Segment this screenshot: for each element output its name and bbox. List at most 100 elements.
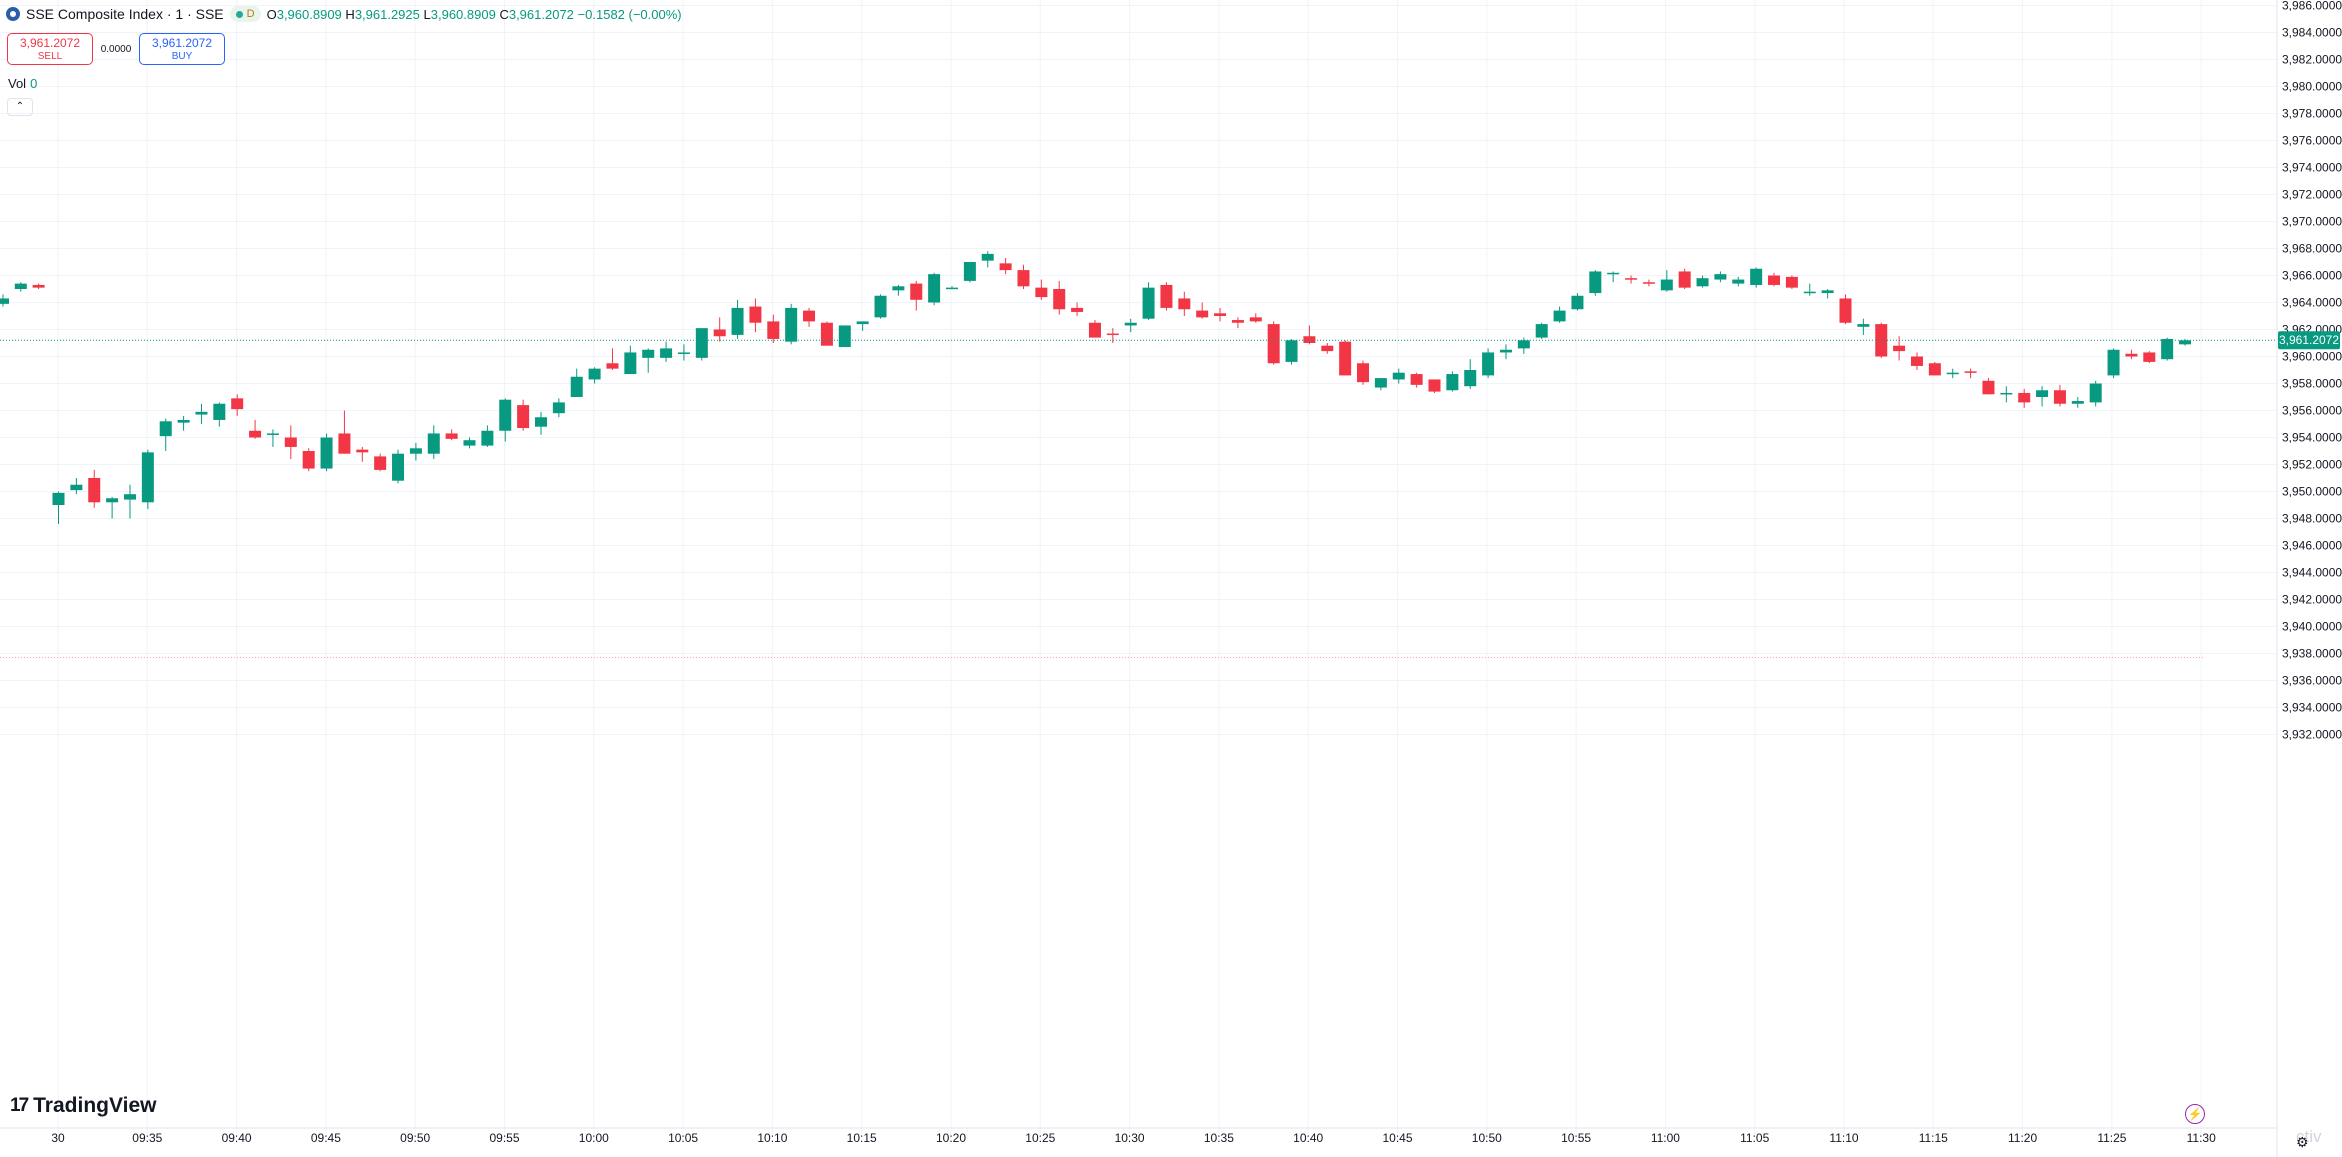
y-tick-label: 3,950.0000 <box>2282 485 2342 499</box>
open-label: O <box>266 6 277 22</box>
tradingview-mark-icon: 17 <box>10 1095 29 1116</box>
candle-body <box>249 430 262 438</box>
candle-body <box>52 492 65 505</box>
candle-body <box>2179 340 2192 345</box>
buy-button[interactable]: 3,961.2072 BUY <box>139 33 225 65</box>
candle-body <box>481 430 494 446</box>
x-tick-label: 11:00 <box>1651 1131 1680 1145</box>
candle-body <box>820 322 833 346</box>
candle-body <box>70 484 83 491</box>
sell-button[interactable]: 3,961.2072 SELL <box>7 33 93 65</box>
candle-body <box>445 433 458 439</box>
y-tick-label: 3,946.0000 <box>2282 539 2342 553</box>
candle-body <box>177 419 190 423</box>
x-tick-label: 10:20 <box>936 1131 966 1145</box>
candle-body <box>1517 340 1530 349</box>
y-tick-label: 3,942.0000 <box>2282 593 2342 607</box>
candle-body <box>910 283 923 300</box>
candle-body <box>677 352 690 354</box>
candle-body <box>856 321 869 325</box>
high-label: H <box>345 6 355 22</box>
candle-body <box>374 456 387 470</box>
settings-gear-icon[interactable]: ⚙ <box>2296 1134 2309 1150</box>
candle-body <box>2000 392 2013 395</box>
y-tick-label: 3,974.0000 <box>2282 161 2342 175</box>
candle-body <box>695 328 708 358</box>
candle-body <box>1857 324 1870 327</box>
candle-body <box>624 352 637 375</box>
candle-body <box>356 449 369 453</box>
candle-body <box>2053 390 2066 404</box>
candle-body <box>1821 290 1834 294</box>
candle-body <box>606 363 619 369</box>
y-tick-label: 3,972.0000 <box>2282 188 2342 202</box>
last-price-tag <box>2278 331 2340 350</box>
candle-body <box>1124 322 1137 326</box>
candle-body <box>2143 352 2156 362</box>
candle-body <box>1106 333 1119 336</box>
candle-body <box>302 451 315 469</box>
candle-body <box>1303 336 1316 343</box>
candle-body <box>1178 298 1191 310</box>
candle-body <box>1696 278 1709 287</box>
candle-body <box>1893 345 1906 352</box>
y-tick-label: 3,938.0000 <box>2282 647 2342 661</box>
x-tick-label: 11:10 <box>1829 1131 1858 1145</box>
candle-body <box>2107 349 2120 376</box>
y-tick-label: 3,986.0000 <box>2282 0 2342 13</box>
tradingview-logo[interactable]: 17 TradingView <box>10 1094 156 1118</box>
market-status-badge[interactable]: D <box>229 6 261 22</box>
candle-body <box>803 310 816 322</box>
x-tick-label: 10:50 <box>1472 1131 1502 1145</box>
candle-body <box>642 349 655 358</box>
candle-body <box>1803 291 1816 294</box>
activate-watermark: ctiv <box>2296 1127 2322 1146</box>
y-tick-label: 3,956.0000 <box>2282 404 2342 418</box>
candle-body <box>1625 278 1638 280</box>
symbol-legend: SSE Composite Index · 1 · SSE D O3,960.8… <box>6 6 682 22</box>
candle-body <box>1785 276 1798 288</box>
candle-body <box>0 298 9 304</box>
candle-body <box>999 263 1012 271</box>
candle-body <box>2161 338 2174 360</box>
candle-body <box>1357 363 1370 383</box>
open-value: 3,960.8909 <box>276 6 342 22</box>
candle-body <box>1071 307 1084 312</box>
candle-body <box>1142 287 1155 319</box>
lightning-icon[interactable]: ⚡ <box>2185 1104 2205 1124</box>
candle-body <box>660 348 673 358</box>
y-tick-label: 3,980.0000 <box>2282 80 2342 94</box>
collapse-legend-button[interactable]: ⌃ <box>7 98 33 116</box>
volume-legend[interactable]: Vol 0 <box>8 76 37 91</box>
candle-body <box>1374 378 1387 388</box>
y-tick-label: 3,934.0000 <box>2282 701 2342 715</box>
candle-body <box>427 433 440 454</box>
candle-body <box>141 452 154 503</box>
candle-body <box>946 287 958 290</box>
candle-body <box>1607 272 1620 275</box>
badge-label: D <box>246 8 255 20</box>
candle-body <box>195 411 208 415</box>
candle-body <box>1714 274 1727 280</box>
x-tick-label: 10:40 <box>1293 1131 1323 1145</box>
x-tick-label: 10:05 <box>668 1131 698 1145</box>
candle-body <box>123 494 136 500</box>
candle-body <box>1249 317 1262 322</box>
candle-body <box>874 295 887 318</box>
candle-body <box>1339 341 1352 376</box>
x-tick-label: 10:30 <box>1115 1131 1145 1145</box>
x-tick-label: 09:35 <box>132 1131 162 1145</box>
ohlc-values: O3,960.8909 H3,961.2925 L3,960.8909 C3,9… <box>267 7 682 22</box>
candle-body <box>2089 383 2102 403</box>
x-tick-label: 11:20 <box>2008 1131 2037 1145</box>
symbol-title[interactable]: SSE Composite Index · 1 · SSE <box>26 6 224 22</box>
market-open-dot-icon <box>235 10 243 18</box>
y-tick-label: 3,958.0000 <box>2282 377 2342 391</box>
volume-label: Vol <box>8 76 27 91</box>
candle-body <box>570 376 583 397</box>
x-tick-label: 09:45 <box>311 1131 341 1145</box>
candle-body <box>1732 279 1745 284</box>
x-tick-label: 09:40 <box>222 1131 252 1145</box>
y-tick-label: 3,976.0000 <box>2282 134 2342 148</box>
